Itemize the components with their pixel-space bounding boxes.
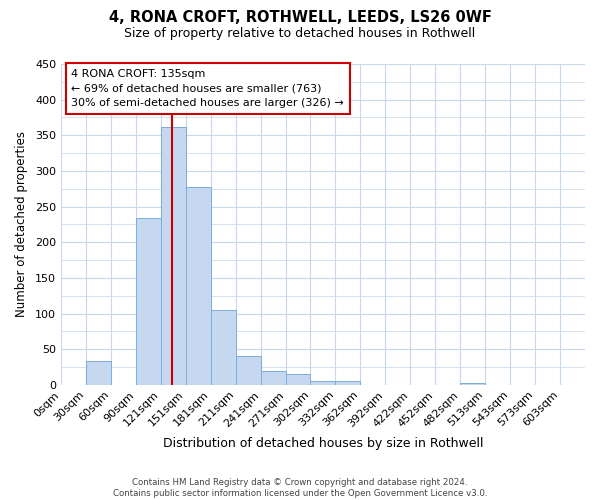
Bar (161, 126, 186, 385)
Bar (211, 310, 236, 385)
Bar (186, 186, 211, 385)
X-axis label: Distribution of detached houses by size in Rothwell: Distribution of detached houses by size … (163, 437, 483, 450)
Bar (460, 384, 485, 385)
Bar (260, 370, 286, 385)
Bar (310, 382, 335, 385)
Y-axis label: Number of detached properties: Number of detached properties (15, 132, 28, 318)
Bar (236, 356, 260, 385)
Bar (335, 382, 361, 385)
Text: Size of property relative to detached houses in Rothwell: Size of property relative to detached ho… (124, 28, 476, 40)
Bar (136, 218, 161, 385)
Bar (286, 374, 310, 385)
Text: 4, RONA CROFT, ROTHWELL, LEEDS, LS26 0WF: 4, RONA CROFT, ROTHWELL, LEEDS, LS26 0WF (109, 10, 491, 25)
Text: Contains HM Land Registry data © Crown copyright and database right 2024.
Contai: Contains HM Land Registry data © Crown c… (113, 478, 487, 498)
Bar (86, 362, 111, 385)
Text: 4 RONA CROFT: 135sqm
← 69% of detached houses are smaller (763)
30% of semi-deta: 4 RONA CROFT: 135sqm ← 69% of detached h… (71, 69, 344, 108)
